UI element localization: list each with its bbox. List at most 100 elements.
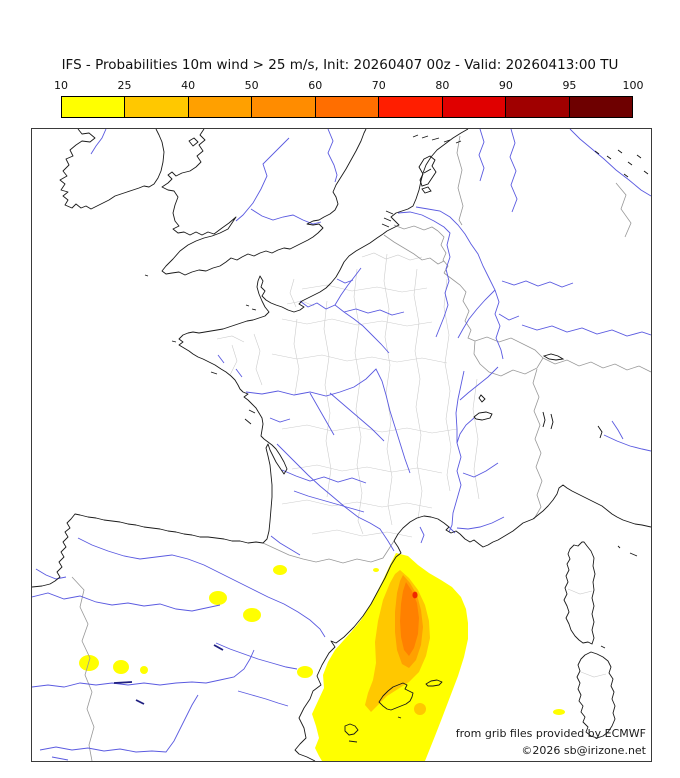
river-ebro bbox=[77, 537, 326, 638]
contour-10-spot bbox=[79, 655, 99, 671]
coastline-ibiza bbox=[344, 723, 359, 736]
river-thames bbox=[250, 208, 322, 225]
rivers bbox=[32, 129, 651, 761]
coastline-continent-atlantic bbox=[32, 129, 469, 588]
river-charente bbox=[269, 417, 291, 423]
river-segura bbox=[237, 690, 289, 707]
coastline-mallorca bbox=[378, 682, 414, 711]
contour-10-spot bbox=[243, 608, 261, 622]
border-switzerland bbox=[473, 336, 544, 377]
colorbar-segment bbox=[188, 97, 253, 117]
river-rhone bbox=[448, 442, 462, 533]
river-vienne bbox=[309, 392, 335, 436]
border-france-spain bbox=[262, 540, 395, 564]
border-france-germany bbox=[443, 272, 476, 342]
colorbar-tick: 95 bbox=[562, 79, 577, 92]
colorbar-segment bbox=[379, 97, 443, 117]
contour-10-spot bbox=[553, 709, 565, 715]
colorbar-tick: 40 bbox=[181, 79, 196, 92]
border-belgium-netherlands bbox=[393, 224, 439, 232]
coastline-corsica bbox=[563, 541, 596, 645]
colorbar-segment bbox=[569, 97, 632, 117]
colorbar-segment bbox=[442, 97, 507, 117]
river-guadalquivir bbox=[51, 756, 69, 761]
coastline-great-britain bbox=[161, 129, 367, 276]
lake-constance bbox=[542, 353, 565, 361]
coastline-france-italy-mediterranean bbox=[393, 484, 651, 548]
contour-10-spot bbox=[209, 591, 227, 605]
river-severn bbox=[235, 137, 290, 222]
contour-25-patch bbox=[414, 703, 426, 715]
river-elbe bbox=[569, 129, 651, 197]
attribution-copyright: ©2026 sb@irizone.net bbox=[521, 744, 646, 757]
map-canvas bbox=[32, 129, 651, 761]
border-germany-czech bbox=[615, 182, 632, 238]
lake-geneva bbox=[473, 411, 493, 421]
border-belgium-germany bbox=[437, 230, 449, 274]
contour-10-spot bbox=[113, 660, 129, 674]
river-loire bbox=[245, 368, 411, 474]
contour-10-spot bbox=[373, 568, 379, 572]
reservoir bbox=[113, 681, 133, 684]
colorbar-segment bbox=[252, 97, 316, 117]
border-france-belgium bbox=[383, 234, 445, 265]
river-tajo bbox=[32, 649, 255, 688]
colorbar-tick: 25 bbox=[117, 79, 132, 92]
border-alps-east bbox=[542, 357, 651, 373]
map-frame: from grib files provided by ECMWF ©2026 … bbox=[31, 128, 652, 762]
river-somme bbox=[336, 278, 354, 284]
lake-neuchatel bbox=[478, 394, 486, 403]
river-oise bbox=[334, 267, 362, 306]
border-netherlands-germany bbox=[456, 135, 464, 226]
colorbar-tick: 70 bbox=[371, 79, 386, 92]
colorbar-tick: 80 bbox=[435, 79, 450, 92]
contour-50-main bbox=[400, 582, 419, 656]
lake-maggiore bbox=[542, 411, 546, 428]
coastline-menorca bbox=[425, 679, 443, 687]
river-ems bbox=[478, 129, 485, 182]
zeeland-islands bbox=[381, 210, 394, 228]
coastline-sardinia bbox=[576, 651, 616, 739]
reservoir bbox=[135, 699, 145, 705]
colorbar-tick: 50 bbox=[244, 79, 259, 92]
river-rhone-upper bbox=[456, 417, 475, 444]
colorbar-segment bbox=[315, 97, 380, 117]
probability-contours bbox=[79, 553, 565, 761]
river-doubs bbox=[459, 366, 499, 401]
river-po bbox=[603, 434, 651, 452]
river-trent bbox=[327, 129, 338, 183]
river-lot bbox=[293, 490, 365, 513]
contour-10-spot bbox=[140, 666, 148, 674]
river-rhine bbox=[415, 206, 504, 360]
colorbar-tick: 90 bbox=[498, 79, 513, 92]
river-shannon bbox=[90, 129, 107, 155]
border-portugal-spain bbox=[71, 576, 95, 761]
reservoirs bbox=[113, 644, 224, 705]
river-duero bbox=[32, 592, 221, 612]
map-title: IFS - Probabilities 10m wind > 25 m/s, I… bbox=[61, 57, 619, 73]
river-saone bbox=[455, 370, 465, 443]
river-moselle bbox=[457, 289, 496, 339]
lake-como bbox=[550, 413, 554, 430]
coastlines bbox=[32, 129, 651, 761]
lake-garda bbox=[597, 425, 603, 439]
river-weser bbox=[509, 129, 518, 213]
river-brittany bbox=[217, 354, 243, 378]
river-mino bbox=[35, 568, 67, 580]
river-po-tributary bbox=[611, 420, 624, 440]
country-borders bbox=[71, 135, 651, 761]
border-italy-france bbox=[532, 368, 543, 520]
colorbar-segment bbox=[125, 97, 189, 117]
lakes-north-germany bbox=[594, 149, 649, 178]
river-garonne bbox=[276, 443, 395, 552]
river-danube bbox=[521, 324, 651, 337]
colorbar-bar bbox=[61, 96, 633, 118]
river-seine bbox=[299, 300, 390, 354]
contour-10-spot bbox=[273, 565, 287, 575]
river-isere bbox=[462, 462, 499, 478]
river-marne bbox=[343, 308, 405, 316]
contour-70-core bbox=[412, 591, 418, 599]
contour-level-50 bbox=[400, 582, 419, 656]
colorbar-ticks: 10 25 40 50 60 70 80 90 95 100 bbox=[0, 79, 680, 93]
colorbar-segment bbox=[506, 97, 570, 117]
